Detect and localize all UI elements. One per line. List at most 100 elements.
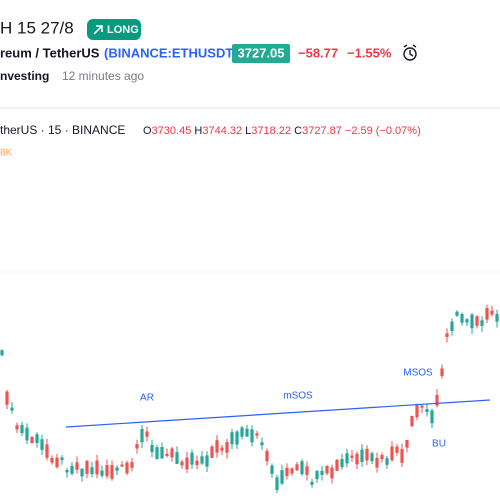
candle-body <box>455 311 459 316</box>
candle-body <box>225 442 229 453</box>
annotation: BU <box>432 439 446 450</box>
candle-body <box>235 431 239 445</box>
candle-body <box>355 453 359 465</box>
ohlc-value: 3727.87 <box>302 125 342 137</box>
candle-body <box>50 458 54 463</box>
candle-body <box>395 446 399 453</box>
symbol-exchange[interactable]: (BINANCE:ETHUSDT) <box>104 45 238 60</box>
candle-body <box>60 457 64 461</box>
alert-icon[interactable] <box>403 44 417 61</box>
candle-body <box>15 425 19 430</box>
candle-body <box>40 439 44 450</box>
candle-body <box>325 466 329 474</box>
candle-body <box>220 447 224 451</box>
chart-symbol: therUS · 15 · BINANCE <box>0 123 125 137</box>
author[interactable]: nvesting <box>0 69 49 83</box>
symbol-name[interactable]: reum / TetherUS <box>0 45 100 60</box>
candle-body <box>30 437 34 444</box>
candle-body <box>430 410 434 424</box>
candle-body <box>175 452 179 464</box>
candle-body <box>260 442 264 446</box>
candle-body <box>485 307 489 320</box>
candle-body <box>120 464 124 467</box>
candle-body <box>315 470 319 480</box>
candle-body <box>405 439 409 448</box>
candle-body <box>170 448 174 458</box>
badge-text: LONG <box>107 24 139 36</box>
clock-hands <box>403 44 417 57</box>
candle-body <box>215 440 219 453</box>
candle-body <box>110 465 114 479</box>
price-change-pct: −1.55% <box>347 45 392 60</box>
candle-body <box>445 333 449 337</box>
candle-body <box>230 432 234 445</box>
candle-body <box>370 453 374 462</box>
candle-body <box>340 459 344 468</box>
candle-body <box>295 464 299 471</box>
price-badge <box>232 44 290 63</box>
candle-body <box>285 467 289 477</box>
ohlc-label: C <box>294 125 302 137</box>
candle-body <box>240 427 244 437</box>
candle-body <box>80 468 84 477</box>
candle-body <box>210 446 214 458</box>
price: 3727.05 <box>238 45 285 60</box>
candle-body <box>465 319 469 323</box>
candle-body <box>105 465 109 477</box>
annotation: mSOS <box>283 391 313 402</box>
candle-body <box>200 456 204 464</box>
arrow-icon <box>93 25 103 35</box>
candle-body <box>130 462 134 468</box>
idea-title: H 15 27/8 <box>0 18 74 37</box>
candle-body <box>125 462 129 474</box>
candle-body <box>0 350 4 356</box>
candle-body <box>195 460 199 466</box>
ohlc-legend: O3730.45 H3744.32 L3718.22 C3727.87 −2.5… <box>143 125 421 137</box>
candle-body <box>425 409 429 413</box>
candle-body <box>165 453 169 457</box>
candle-body <box>205 455 209 467</box>
candle-body <box>255 433 259 436</box>
candle-body <box>495 314 499 322</box>
candle-body <box>10 407 14 411</box>
candle-body <box>180 461 184 466</box>
candle-body <box>390 446 394 461</box>
candle-body <box>475 316 479 326</box>
candle-body <box>140 428 144 443</box>
candle-body <box>145 431 149 437</box>
candle-body <box>330 467 334 479</box>
candle-body <box>365 448 369 461</box>
trend-line[interactable] <box>65 399 491 428</box>
candle-body <box>375 457 379 468</box>
ohlc-change: −2.59 (−0.07%) <box>345 125 421 137</box>
candle-body <box>265 450 269 462</box>
candle-body <box>245 428 249 437</box>
candle-body <box>45 444 49 458</box>
candle-body <box>160 447 164 459</box>
candle-body <box>25 427 29 441</box>
candle-body <box>100 470 104 476</box>
candle-body <box>345 453 349 464</box>
candle-body <box>410 415 414 427</box>
candle-body <box>115 467 119 471</box>
candle-body <box>335 459 339 471</box>
ohlc-label: H <box>194 125 202 137</box>
candle-body <box>190 452 194 465</box>
candle-body <box>480 320 484 326</box>
candle-body <box>55 457 59 468</box>
candle-body <box>470 314 474 329</box>
candle-body <box>440 368 444 376</box>
long-badge: LONG <box>87 19 141 40</box>
candle-body <box>5 391 9 405</box>
candle-body <box>75 462 79 470</box>
candle-body <box>460 313 464 323</box>
candle-body <box>70 465 74 474</box>
candle-body <box>270 465 274 474</box>
candle-body <box>155 447 159 459</box>
badge-bg <box>87 19 141 40</box>
candle-body <box>185 457 189 470</box>
candle-body <box>65 470 69 473</box>
candle-body <box>85 460 89 474</box>
candle-body <box>280 470 284 484</box>
